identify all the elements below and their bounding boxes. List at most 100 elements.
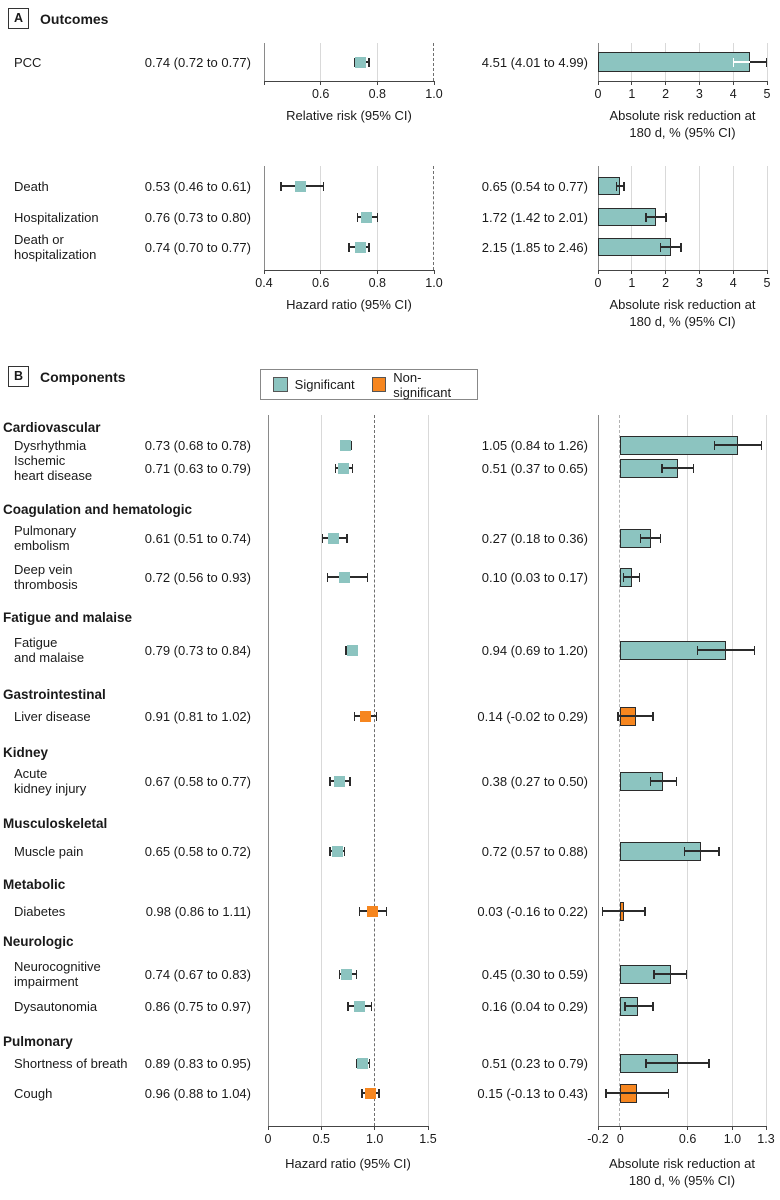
row-label: Liver disease <box>14 708 91 724</box>
forest-marker <box>354 56 366 68</box>
axis-tick <box>731 1126 733 1130</box>
ci-cap <box>638 572 641 582</box>
reference-line <box>373 415 375 1126</box>
ci-line <box>605 1092 669 1094</box>
ci-cap <box>718 846 720 856</box>
ci-cap <box>661 463 663 473</box>
bar-value-text: 0.03 (-0.16 to 0.22) <box>477 903 588 919</box>
gridline <box>427 415 429 1126</box>
axis-title: Relative risk (95% CI) <box>286 108 412 123</box>
group-header: Neurologic <box>3 933 74 949</box>
gridline <box>731 415 733 1126</box>
reference-line <box>433 43 434 81</box>
bar-value-text: 1.05 (0.84 to 1.26) <box>481 437 588 453</box>
ci-cap <box>754 645 756 655</box>
bar-value-text: 0.94 (0.69 to 1.20) <box>481 642 588 658</box>
legend-nonsignificant-swatch <box>371 377 387 392</box>
group-header: Cardiovascular <box>3 419 101 435</box>
forest-marker <box>364 1087 376 1099</box>
axis-tick <box>320 81 322 85</box>
axis-tick <box>766 81 768 85</box>
axis-tick-label: 0.6 <box>311 276 330 290</box>
ci-cap <box>652 1001 654 1011</box>
ci-line <box>623 576 640 578</box>
bar-value-text: 0.14 (-0.02 to 0.29) <box>477 708 588 724</box>
ci-cap <box>359 906 361 916</box>
ci-cap <box>280 181 282 191</box>
legend-significant-label: Significant <box>294 377 355 392</box>
ci-line <box>654 973 687 975</box>
forest-marker <box>346 644 358 656</box>
group-header: Musculoskeletal <box>3 815 108 831</box>
axis-title: Hazard ratio (95% CI) <box>286 297 412 312</box>
group-header: Metabolic <box>3 876 66 892</box>
ci-cap <box>675 776 678 786</box>
x-axis-line <box>597 81 768 83</box>
axis-tick <box>267 1126 269 1130</box>
group-header: Coagulation and hematologic <box>3 501 193 517</box>
ci-cap <box>645 1058 647 1068</box>
ci-line <box>661 467 694 469</box>
bar-value-text: 0.16 (0.04 to 0.29) <box>481 998 588 1014</box>
axis-tick <box>427 1126 429 1130</box>
row-label: Dysrhythmia <box>14 437 87 453</box>
axis-tick-label: 5 <box>763 87 771 101</box>
ci-cap <box>617 711 619 721</box>
ci-cap <box>680 242 682 252</box>
ci-cap <box>696 645 699 655</box>
ci-line <box>624 1005 653 1007</box>
axis-tick-label: 1 <box>628 276 636 290</box>
ci-cap <box>601 906 604 916</box>
row-label: Hospitalization <box>14 209 99 225</box>
axis-tick <box>665 270 667 274</box>
ci-cap <box>346 533 348 543</box>
axis-tick <box>619 1126 621 1130</box>
row-label: Acute kidney injury <box>14 766 87 796</box>
forest-value-text: 0.98 (0.86 to 1.11) <box>145 903 251 919</box>
axis-tick-label: 0 <box>616 1132 624 1146</box>
ci-cap <box>732 57 735 67</box>
ci-cap <box>713 440 716 450</box>
x-axis-line <box>263 81 435 83</box>
forest-value-text: 0.73 (0.68 to 0.78) <box>144 437 251 453</box>
panel-a-header: A Outcomes <box>8 8 108 29</box>
y-axis-line <box>267 415 269 1126</box>
axis-tick <box>376 81 378 85</box>
ci-cap <box>356 212 359 222</box>
ci-cap <box>353 57 356 67</box>
axis-tick <box>732 81 734 85</box>
ci-cap <box>623 572 625 582</box>
axis-tick-label: 4 <box>729 87 737 101</box>
row-label: Death <box>14 178 49 194</box>
gridline <box>320 415 322 1126</box>
ci-cap <box>692 463 694 473</box>
axis-tick <box>597 81 599 85</box>
forest-marker <box>340 439 352 451</box>
ci-cap <box>347 1001 349 1011</box>
row-label: Death or hospitalization <box>14 232 97 262</box>
axis-tick-label: 1.5 <box>419 1132 437 1146</box>
row-label: Dysautonomia <box>14 998 98 1014</box>
ci-line <box>660 246 682 248</box>
ci-cap <box>639 533 642 543</box>
reference-line <box>433 166 434 270</box>
group-header: Pulmonary <box>3 1033 73 1049</box>
x-axis-line <box>597 1126 767 1128</box>
gridline <box>732 166 734 270</box>
forest-value-text: 0.72 (0.56 to 0.93) <box>144 569 251 585</box>
axis-title: Hazard ratio (95% CI) <box>285 1156 411 1171</box>
ci-cap <box>652 711 654 721</box>
axis-tick-label: 2 <box>662 87 670 101</box>
ci-cap <box>353 711 356 721</box>
gridline <box>687 415 689 1126</box>
bar <box>598 52 751 72</box>
ci-cap <box>685 969 688 979</box>
x-axis-line <box>267 1126 429 1128</box>
forest-value-text: 0.74 (0.67 to 0.83) <box>144 966 251 982</box>
ci-line <box>645 216 666 218</box>
ci-cap <box>345 645 347 655</box>
group-header: Gastrointestinal <box>3 686 106 702</box>
ci-line <box>618 715 653 717</box>
forest-value-text: 0.61 (0.51 to 0.74) <box>144 530 251 546</box>
